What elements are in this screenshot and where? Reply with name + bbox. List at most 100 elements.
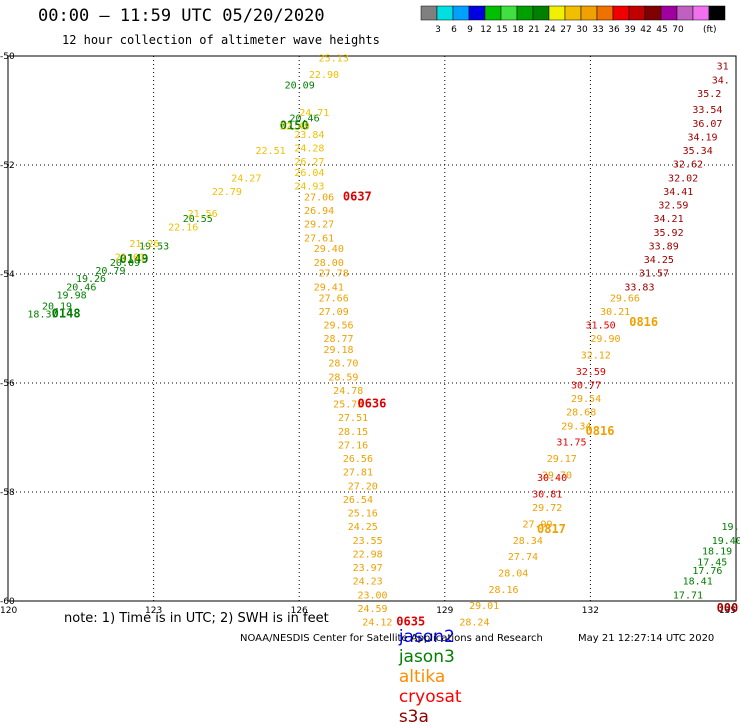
wave-height-point: 25.16 bbox=[348, 509, 378, 520]
wave-height-point: 22.51 bbox=[256, 146, 286, 157]
wave-height-point: 34.21 bbox=[653, 214, 683, 225]
altimeter-plot: 120 123 126 129 132 135 -50 -52 -54 -56 -58 -60 18.3… bbox=[0, 52, 740, 629]
wave-height-point: 20.46 bbox=[66, 282, 96, 293]
x-tick-label: 132 bbox=[582, 606, 599, 616]
pass-time-label: 0635 bbox=[396, 615, 425, 629]
wave-height-point: 17.71 bbox=[673, 590, 703, 601]
wave-height-point: 28.24 bbox=[459, 618, 489, 629]
colorbar-tick: 3 bbox=[435, 25, 441, 35]
wave-height-point: 27.06 bbox=[304, 192, 334, 203]
wave-height-point: 32.12 bbox=[581, 350, 611, 361]
legend-jason3: jason3 bbox=[398, 647, 455, 667]
wave-height-point: 22.16 bbox=[168, 222, 198, 233]
wave-height-point: 25.13 bbox=[319, 53, 349, 64]
pass-time-label: 0637 bbox=[343, 189, 372, 203]
y-tick-label: -56 bbox=[0, 379, 15, 389]
wave-height-point: 22.49 bbox=[280, 122, 310, 133]
wave-height-point: 27.16 bbox=[338, 440, 368, 451]
wave-height-point: 33.83 bbox=[624, 282, 654, 293]
wave-height-point: 32.59 bbox=[576, 367, 606, 378]
wave-height-point: 28.68 bbox=[566, 408, 596, 419]
wave-height-point: 20.79 bbox=[95, 266, 125, 277]
wave-height-point: 27.51 bbox=[338, 413, 368, 424]
chart-subtitle: 12 hour collection of altimeter wave hei… bbox=[62, 33, 380, 47]
wave-height-point: 21.26 bbox=[129, 239, 159, 250]
wave-height-point: 20.09 bbox=[285, 81, 315, 92]
wave-height-point: 24.23 bbox=[353, 577, 383, 588]
wave-height-point: 29.72 bbox=[532, 503, 562, 514]
wave-height-point: 29.41 bbox=[314, 282, 344, 293]
wave-height-point: 24.27 bbox=[231, 173, 261, 184]
chart-title: 00:00 – 11:59 UTC 05/20/2020 bbox=[38, 6, 325, 26]
colorbar-swatch bbox=[708, 5, 726, 21]
pass-time-label: 0816 bbox=[629, 315, 658, 329]
colorbar-tick: 24 bbox=[544, 25, 556, 35]
wave-height-point: 29.70 bbox=[542, 470, 572, 481]
legend-jason2: jason2 bbox=[398, 627, 455, 647]
wave-height-point: 31 bbox=[717, 62, 729, 73]
x-tick-label: 126 bbox=[291, 606, 308, 616]
wave-height-point: 35.2 bbox=[697, 89, 721, 100]
pass-time-label: 000 bbox=[717, 601, 739, 615]
wave-height-point: 17.45 bbox=[697, 558, 727, 569]
wave-height-point: 24.78 bbox=[333, 386, 363, 397]
y-tick-label: -58 bbox=[0, 488, 15, 498]
wave-height-point: 29.27 bbox=[304, 220, 334, 231]
wave-height-point: 23.97 bbox=[353, 563, 383, 574]
wave-height-point: 33.89 bbox=[649, 241, 679, 252]
wave-height-point: 20.55 bbox=[183, 214, 213, 225]
wave-height-point: 22.98 bbox=[353, 549, 383, 560]
y-tick-label: -50 bbox=[0, 52, 15, 62]
wave-height-point: 26.56 bbox=[343, 454, 373, 465]
wave-height-point: 23.84 bbox=[294, 130, 324, 141]
footer-timestamp: May 21 12:27:14 UTC 2020 bbox=[578, 633, 715, 644]
x-tick-label: 135 bbox=[719, 606, 736, 616]
pass-time-label: 0816 bbox=[586, 424, 615, 438]
wave-height-point: 31.50 bbox=[586, 321, 616, 332]
wave-height-point: 20.09 bbox=[110, 258, 140, 269]
wave-height-point: 29.34 bbox=[561, 421, 591, 432]
wave-height-point: 22.90 bbox=[309, 70, 339, 81]
colorbar-tick: 21 bbox=[528, 25, 539, 35]
colorbar-tick: 30 bbox=[576, 25, 588, 35]
wave-height-point: 23.00 bbox=[357, 590, 387, 601]
satellite-legend: jason2 jason3 altika cryosat s3a bbox=[388, 607, 462, 727]
colorbar-tick: 27 bbox=[560, 25, 571, 35]
wave-height-point: 24.12 bbox=[362, 618, 392, 629]
pass-time-label: 0636 bbox=[357, 397, 386, 411]
legend-altika: altika bbox=[398, 667, 446, 687]
wave-height-point: 29.66 bbox=[610, 293, 640, 304]
wave-height-point: 21.61 bbox=[115, 252, 145, 263]
wave-height-point: 18.41 bbox=[683, 577, 713, 588]
wave-height-point: 31.57 bbox=[639, 269, 669, 280]
wave-height-point: 34.19 bbox=[687, 132, 717, 143]
wave-height-point: 29.90 bbox=[590, 334, 620, 345]
wave-height-point: 19.53 bbox=[139, 241, 169, 252]
wave-height-point: 27.99 bbox=[522, 519, 552, 530]
wave-height-point: 27.66 bbox=[319, 293, 349, 304]
wave-height-point: 28.15 bbox=[338, 427, 368, 438]
colorbar-tick: 6 bbox=[451, 25, 457, 35]
wave-height-point: 28.70 bbox=[328, 359, 358, 370]
wave-height-point: 29.56 bbox=[323, 321, 353, 332]
wave-height-point: 27.20 bbox=[348, 481, 378, 492]
wave-height-point: 26.54 bbox=[343, 495, 373, 506]
wave-height-point: 30.77 bbox=[571, 380, 601, 391]
wave-height-point: 26.04 bbox=[294, 168, 324, 179]
wave-height-point: 35.92 bbox=[653, 228, 683, 239]
wave-height-point: 27.61 bbox=[304, 233, 334, 244]
wave-height-point: 23.55 bbox=[353, 536, 383, 547]
colorbar-unit: (ft) bbox=[703, 25, 717, 35]
wave-height-point: 27.81 bbox=[343, 468, 373, 479]
colorbar-tick: 33 bbox=[592, 25, 603, 35]
wave-height-point: 18.37 bbox=[27, 310, 57, 321]
y-tick-label: -60 bbox=[0, 597, 15, 607]
colorbar-tick: 9 bbox=[467, 25, 473, 35]
wave-height-point: 29.17 bbox=[547, 454, 577, 465]
wave-height-point: 31.75 bbox=[556, 438, 586, 449]
colorbar-tick: 36 bbox=[608, 25, 620, 35]
wave-height-point: 22.79 bbox=[212, 187, 242, 198]
wave-height-point: 29.01 bbox=[469, 601, 499, 612]
wave-height-point: 28.59 bbox=[328, 372, 358, 383]
colorbar-tick: 45 bbox=[656, 25, 667, 35]
